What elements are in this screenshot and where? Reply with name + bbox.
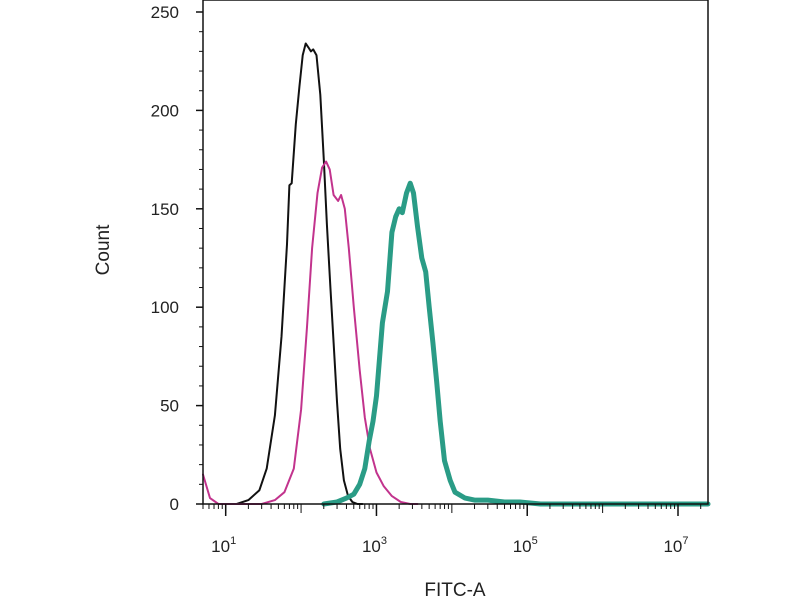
y-tick-label: 0	[170, 495, 179, 514]
plot-area	[202, 42, 711, 507]
y-tick-label: 200	[151, 101, 179, 120]
histogram-series-1	[235, 42, 364, 505]
x-tick-label: 103	[362, 535, 387, 556]
y-axis-title: Count	[93, 224, 114, 275]
plot-frame	[202, 0, 709, 505]
y-tick-label: 150	[151, 200, 179, 219]
x-tick-label: 105	[513, 535, 538, 556]
x-tick-label: 101	[211, 535, 236, 556]
y-tick-label: 250	[151, 3, 179, 22]
y-tick-label: 100	[151, 298, 179, 317]
axes: 0 50 100 150 200 250 101 103 105 107	[151, 0, 709, 556]
histogram-series-3	[321, 180, 711, 507]
x-tick-label: 107	[663, 535, 688, 556]
x-axis-title: FITC-A	[424, 580, 486, 600]
histogram-series-2	[202, 160, 419, 505]
y-tick-label: 50	[160, 397, 179, 416]
